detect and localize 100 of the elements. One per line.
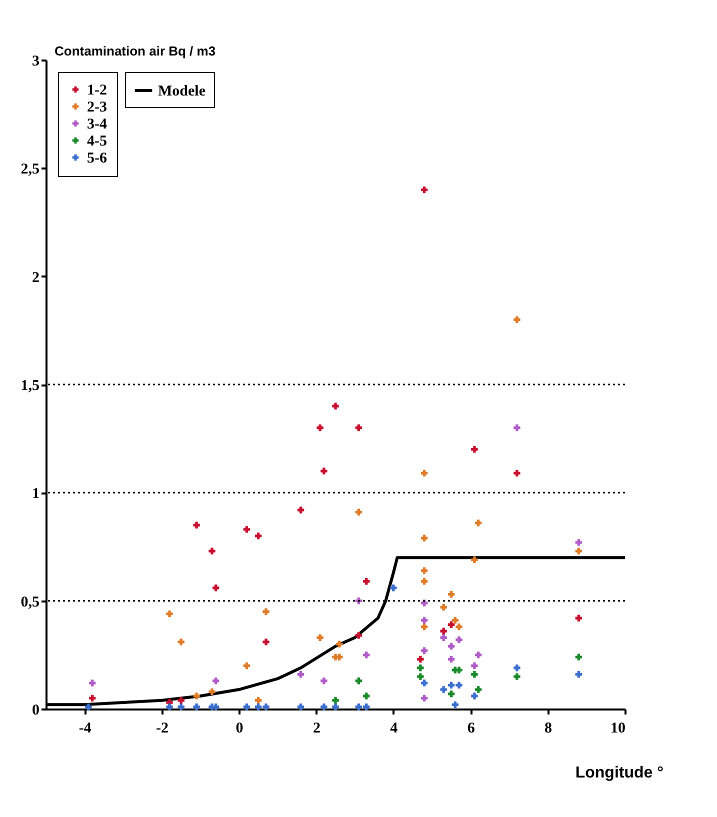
point xyxy=(320,468,328,474)
point xyxy=(355,678,362,684)
x-tick-label: 6 xyxy=(467,720,476,736)
point xyxy=(355,508,362,516)
point xyxy=(420,680,428,686)
legend-label: 4-5 xyxy=(87,134,107,150)
point xyxy=(514,470,520,477)
point xyxy=(514,673,520,680)
point xyxy=(440,634,447,641)
point xyxy=(456,682,462,689)
x-tick-label: 4 xyxy=(390,720,398,736)
point xyxy=(448,621,455,628)
point xyxy=(514,664,520,672)
point xyxy=(448,590,455,598)
point xyxy=(575,614,582,622)
point xyxy=(208,688,216,696)
y-tick-label: 1 xyxy=(32,486,40,502)
point xyxy=(420,647,428,654)
point xyxy=(575,671,582,678)
point xyxy=(471,556,478,564)
point xyxy=(85,703,92,710)
point xyxy=(332,696,339,704)
point xyxy=(420,470,428,477)
point xyxy=(420,623,428,630)
point xyxy=(363,578,370,585)
point xyxy=(320,703,328,710)
point xyxy=(456,636,462,644)
point xyxy=(297,671,304,678)
point xyxy=(243,703,250,710)
y-tick-label: 2 xyxy=(32,270,40,286)
point xyxy=(363,652,370,658)
y-tick-label: 0 xyxy=(32,702,40,718)
point xyxy=(575,548,582,554)
point xyxy=(514,424,520,432)
y-tick-label: 3 xyxy=(32,54,40,70)
point xyxy=(316,424,324,432)
legend-label: 3-4 xyxy=(87,116,108,132)
point xyxy=(474,686,482,693)
point xyxy=(243,526,250,533)
point xyxy=(243,662,250,670)
x-tick-label: -2 xyxy=(156,720,169,736)
point xyxy=(417,673,424,680)
point xyxy=(320,678,328,684)
point xyxy=(420,186,428,194)
x-axis-title: Longitude ° xyxy=(575,764,664,782)
point xyxy=(474,652,482,658)
point xyxy=(474,520,482,526)
point xyxy=(355,632,362,639)
point xyxy=(332,402,339,410)
point xyxy=(471,692,478,700)
point xyxy=(178,703,184,710)
point xyxy=(456,623,462,630)
point xyxy=(332,703,339,710)
point xyxy=(208,548,216,554)
point xyxy=(452,701,459,708)
point xyxy=(178,696,184,704)
y-tick-label: 0,5 xyxy=(20,594,40,610)
point xyxy=(440,628,447,634)
y-tick-label: 2,5 xyxy=(20,162,40,178)
x-tick-label: 0 xyxy=(236,720,244,736)
point xyxy=(448,682,455,689)
point xyxy=(363,703,370,710)
point xyxy=(471,662,478,670)
point xyxy=(420,567,428,574)
x-tick-label: 2 xyxy=(312,720,320,736)
point xyxy=(297,703,304,710)
point xyxy=(193,522,200,528)
point xyxy=(514,316,520,323)
point xyxy=(212,584,220,592)
x-tick-label: 10 xyxy=(610,720,626,736)
point xyxy=(575,539,582,546)
point xyxy=(448,690,455,698)
point xyxy=(452,616,459,624)
point xyxy=(440,604,447,611)
legend-label: Modele xyxy=(158,84,206,100)
point xyxy=(297,506,304,514)
point xyxy=(88,680,96,686)
point xyxy=(355,703,362,710)
point xyxy=(193,692,200,700)
point xyxy=(448,656,455,663)
point xyxy=(420,534,428,542)
point xyxy=(212,703,220,710)
point xyxy=(420,578,428,585)
point xyxy=(355,424,362,432)
point xyxy=(417,664,424,672)
point xyxy=(178,638,184,646)
point xyxy=(420,616,428,624)
point xyxy=(390,584,397,592)
legend-label: 2-3 xyxy=(87,100,107,116)
point xyxy=(440,686,447,693)
point xyxy=(471,446,478,453)
y-tick-label: 1,5 xyxy=(20,378,40,394)
point xyxy=(456,666,462,674)
y-axis-title: Contamination air Bq / m3 xyxy=(54,44,216,58)
point xyxy=(420,694,428,702)
point xyxy=(254,703,262,710)
x-tick-label: -4 xyxy=(78,720,92,736)
point xyxy=(332,654,339,660)
point xyxy=(262,608,270,616)
point xyxy=(575,654,582,660)
